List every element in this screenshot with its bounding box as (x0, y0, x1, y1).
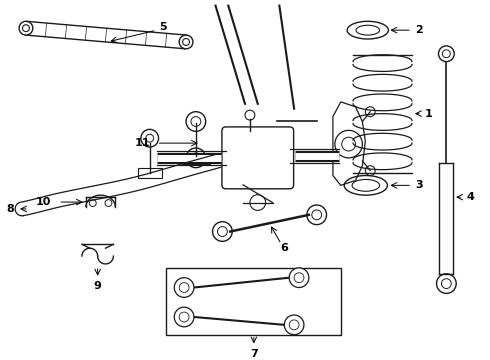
Bar (167, 268, 341, 335)
Ellipse shape (347, 21, 389, 39)
Text: 11: 11 (134, 138, 150, 148)
Text: 8: 8 (6, 204, 14, 214)
Circle shape (289, 268, 309, 288)
Text: 5: 5 (160, 22, 167, 32)
Circle shape (19, 21, 33, 35)
Text: 4: 4 (466, 192, 474, 202)
Circle shape (174, 278, 194, 297)
Text: 7: 7 (250, 349, 258, 359)
Text: 10: 10 (36, 197, 51, 207)
Text: 9: 9 (94, 280, 101, 291)
Text: 2: 2 (415, 25, 423, 35)
Circle shape (284, 315, 304, 335)
Text: 1: 1 (425, 109, 433, 119)
Circle shape (179, 35, 193, 49)
Bar (138, 168, 162, 177)
Bar (182, 154, 210, 164)
Circle shape (174, 307, 194, 327)
Text: 6: 6 (280, 243, 288, 253)
Ellipse shape (344, 176, 388, 195)
Text: 3: 3 (415, 180, 422, 190)
